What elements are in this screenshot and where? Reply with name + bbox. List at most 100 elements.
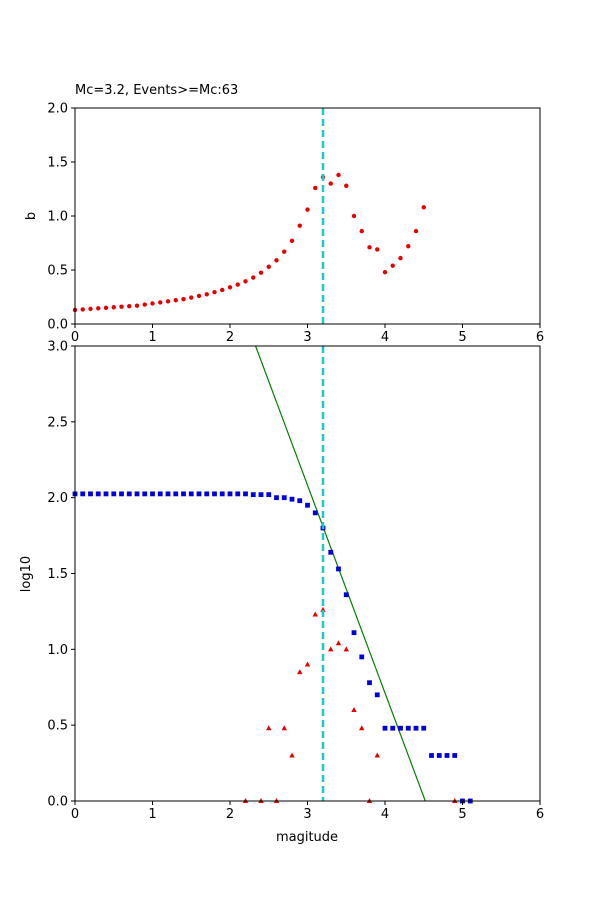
noncumulative-point: [351, 707, 357, 712]
cumulative-point: [312, 510, 318, 516]
top-x-tick-label: 6: [536, 330, 544, 345]
cumulative-point: [289, 496, 295, 502]
b-value-point: [189, 295, 194, 300]
b-value-point: [305, 207, 310, 212]
b-value-point: [227, 285, 233, 290]
b-value-point: [266, 264, 271, 269]
cumulative-point: [374, 692, 380, 698]
cumulative-point: [88, 491, 93, 497]
cumulative-point: [343, 592, 349, 598]
b-value-point: [158, 300, 163, 305]
cumulative-point: [165, 491, 171, 497]
cumulative-point: [134, 491, 140, 497]
noncumulative-point: [289, 752, 295, 758]
cumulative-point: [235, 491, 241, 497]
cumulative-point: [243, 491, 248, 497]
cumulative-point: [281, 495, 287, 501]
b-value-panel: Mc=3.2, Events>=Mc:63 0 1 2 3 4 5 6 0.0 0.5 1.0 1.…: [24, 83, 544, 345]
b-value-point: [119, 304, 124, 309]
b-value-point: [297, 223, 302, 228]
bottom-y-tick-label: 0.5: [47, 719, 68, 734]
bottom-y-tick-label: 2.5: [47, 415, 68, 430]
cumulative-point: [382, 725, 388, 731]
top-y-axis-label: b: [24, 212, 39, 220]
top-x-tick-label: 1: [148, 330, 156, 345]
noncumulative-point: [343, 646, 349, 652]
b-value-point: [328, 181, 333, 186]
noncumulative-point: [297, 669, 303, 675]
noncumulative-point: [304, 661, 311, 667]
b-value-point: [344, 183, 349, 188]
cumulative-point: [95, 491, 101, 497]
b-value-point: [173, 298, 178, 303]
b-value-point: [165, 299, 171, 304]
cumulative-point: [80, 491, 86, 497]
b-value-point: [196, 293, 202, 299]
bottom-y-tick-label: 2.0: [47, 491, 68, 506]
b-value-point: [235, 282, 240, 287]
cumulative-point: [359, 654, 365, 660]
cumulative-point: [150, 491, 155, 497]
b-value-point: [181, 296, 186, 302]
noncumulative-point: [374, 752, 380, 758]
b-value-point: [351, 213, 357, 219]
top-x-tick-label: 0: [71, 330, 79, 345]
b-value-point: [142, 302, 147, 307]
fit-line: [255, 345, 426, 802]
bottom-y-tick-label: 0.0: [47, 795, 68, 810]
b-value-point: [111, 305, 116, 310]
cumulative-point: [219, 491, 225, 497]
top-x-tick-label: 4: [381, 330, 389, 345]
b-value-point: [220, 287, 225, 293]
b-value-point: [80, 307, 85, 312]
noncumulative-point: [312, 611, 318, 617]
cumulative-point: [250, 492, 256, 498]
cumulative-point: [227, 491, 233, 497]
b-value-point: [274, 258, 279, 263]
b-value-point: [336, 172, 341, 178]
cumulative-point: [398, 725, 403, 731]
bottom-axes: 0 1 2 3 4 5 6 0.0 0.5 1.0 1.5 2.0 2.5 3.0: [47, 340, 544, 823]
b-value-point: [382, 269, 388, 275]
b-value-point: [243, 279, 248, 284]
cumulative-point: [266, 492, 272, 498]
bottom-x-tick-label: 5: [458, 807, 466, 822]
b-value-point: [367, 245, 372, 250]
bottom-y-tick-label: 1.0: [47, 643, 68, 658]
cumulative-point: [452, 753, 458, 758]
b-value-point: [127, 303, 132, 309]
noncumulative-point: [328, 646, 334, 652]
b-value-point: [421, 205, 426, 210]
cumulative-point: [390, 725, 396, 731]
cumulative-point: [305, 502, 310, 508]
noncumulative-point: [359, 725, 365, 731]
b-value-point: [204, 292, 209, 297]
bottom-x-tick-label: 1: [148, 807, 156, 822]
b-value-point: [96, 306, 101, 311]
bottom-y-axis-label: log10: [19, 556, 34, 592]
cumulative-point: [157, 491, 163, 497]
top-x-tick-label: 2: [226, 330, 234, 345]
cumulative-point: [173, 491, 179, 497]
cumulative-point: [297, 498, 303, 504]
b-value-point: [88, 306, 93, 312]
cumulative-point: [274, 495, 279, 501]
b-value-point: [398, 255, 403, 261]
noncumulative-point: [335, 640, 342, 646]
top-x-tick-label: 3: [303, 330, 311, 345]
b-value-point: [251, 275, 256, 280]
bottom-x-tick-label: 4: [381, 807, 389, 822]
cumulative-point: [181, 491, 186, 497]
b-value-point: [103, 305, 109, 310]
noncumulative-point: [320, 606, 326, 612]
cumulative-point: [367, 680, 372, 686]
top-panel-title: Mc=3.2, Events>=Mc:63: [75, 83, 238, 98]
cumulative-point: [258, 492, 264, 498]
bottom-x-tick-label: 6: [536, 807, 544, 822]
cumulative-point: [103, 491, 109, 497]
b-value-point: [406, 244, 411, 249]
b-value-point: [313, 185, 318, 191]
cumulative-point: [436, 753, 442, 758]
cumulative-point: [444, 753, 450, 758]
